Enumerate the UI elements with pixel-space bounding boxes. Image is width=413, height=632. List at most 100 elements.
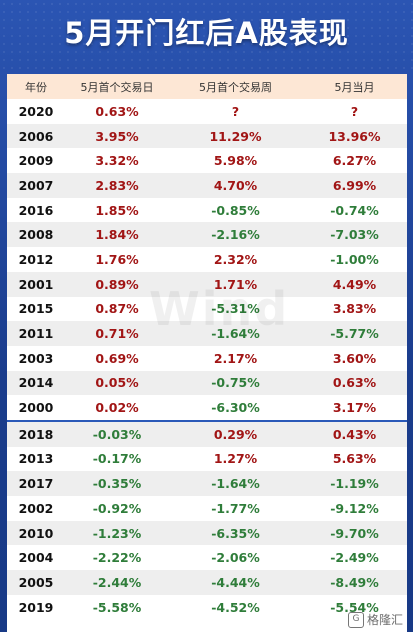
first-week-cell: -0.85%	[211, 202, 260, 218]
first-day-cell: 1.85%	[95, 202, 139, 218]
year-cell: 2008	[18, 227, 54, 243]
banner-pattern	[0, 0, 413, 75]
first-week-cell: 1.71%	[213, 276, 258, 292]
first-week-cell: 0.29%	[213, 426, 258, 442]
first-day-cell: -1.23%	[92, 525, 142, 541]
table-row: 2003 0.69% 2.17% 3.60%	[7, 345, 407, 371]
year-cell: 2017	[18, 476, 54, 492]
first-week-cell: -5.31%	[211, 301, 260, 317]
first-day-cell: 0.71%	[95, 326, 139, 342]
table-row: 2011 0.71% -1.64% -5.77%	[7, 321, 407, 346]
first-day-cell: 0.02%	[95, 400, 139, 416]
first-week-cell: -2.06%	[211, 550, 260, 566]
year-cell: 2001	[18, 276, 54, 292]
first-week-cell: -4.52%	[211, 599, 260, 615]
first-week-cell: -2.16%	[211, 227, 260, 243]
first-day-cell: 1.84%	[95, 227, 139, 243]
first-day-cell: 0.69%	[95, 350, 139, 366]
table-row: 2017 -0.35% -1.64% -1.19%	[7, 471, 407, 496]
month-cell: 0.43%	[332, 426, 377, 442]
table-row: 2016 1.85% -0.85% -0.74%	[7, 197, 407, 223]
first-week-cell: -1.64%	[211, 326, 260, 342]
first-week-cell: 1.27%	[213, 451, 258, 467]
month-cell: 0.63%	[332, 375, 377, 391]
year-cell: 2009	[18, 153, 54, 169]
header-year: 年份	[25, 80, 47, 94]
table-row: 2012 1.76% 2.32% -1.00%	[7, 247, 407, 272]
table-row: 2009 3.32% 5.98% 6.27%	[7, 148, 407, 174]
first-week-cell: 2.17%	[213, 350, 258, 366]
year-cell: 2014	[18, 375, 54, 391]
year-cell: 2011	[18, 326, 54, 342]
table-row: 2015 0.87% -5.31% 3.83%	[7, 296, 407, 322]
year-cell: 2005	[18, 574, 54, 590]
month-cell: 13.96%	[328, 128, 381, 144]
first-day-cell: -0.03%	[92, 426, 142, 442]
first-day-cell: 0.87%	[95, 301, 139, 317]
month-cell: -5.77%	[330, 326, 379, 342]
month-cell: 3.17%	[332, 400, 377, 416]
year-cell: 2006	[18, 128, 54, 144]
first-week-cell: 2.32%	[213, 251, 258, 267]
first-day-cell: 0.63%	[95, 103, 139, 119]
first-week-cell: ?	[231, 103, 240, 119]
first-day-cell: 0.05%	[95, 375, 139, 391]
month-cell: -7.03%	[330, 227, 379, 243]
first-week-cell: -6.30%	[211, 400, 260, 416]
table-row: 2019 -5.58% -4.52% -5.54%	[7, 594, 407, 620]
first-day-cell: 1.76%	[95, 251, 139, 267]
year-cell: 2019	[18, 599, 54, 615]
table-row: 2018 -0.03% 0.29% 0.43%	[7, 419, 407, 447]
year-cell: 2002	[18, 500, 54, 516]
table-row: 2004 -2.22% -2.06% -2.49%	[7, 545, 407, 571]
first-week-cell: -4.44%	[211, 574, 260, 590]
table-row: 2020 0.63%??	[7, 99, 407, 124]
header-month: 5月当月	[334, 80, 375, 94]
first-day-cell: 2.83%	[95, 177, 139, 193]
year-cell: 2018	[18, 426, 54, 442]
table-row: 2010 -1.23% -6.35% -9.70%	[7, 520, 407, 546]
first-week-cell: -6.35%	[211, 525, 260, 541]
first-day-cell: -0.35%	[92, 476, 142, 492]
first-week-cell: 5.98%	[213, 153, 258, 169]
first-week-cell: 4.70%	[213, 177, 258, 193]
first-day-cell: -2.22%	[92, 550, 142, 566]
table-row: 2006 3.95% 11.29% 13.96%	[7, 123, 407, 149]
month-cell: -8.49%	[330, 574, 379, 590]
table-body: 2020 0.63%?? 2006 3.95% 11.29% 13.96% 2009 3.32…	[7, 99, 407, 620]
year-cell: 2016	[18, 202, 54, 218]
year-cell: 2003	[18, 350, 54, 366]
first-day-cell: -5.58%	[92, 599, 142, 615]
table-row: 2005 -2.44% -4.44% -8.49%	[7, 570, 407, 595]
data-table: 年份 5月首个交易日 5月首个交易周 5月当月 2020 0.63%?? 2006 3…	[7, 74, 407, 632]
first-week-cell: 11.29%	[209, 128, 262, 144]
source-logo: G 格隆汇	[347, 611, 403, 628]
first-week-cell: -0.75%	[211, 375, 260, 391]
month-cell: -9.12%	[330, 500, 379, 516]
table-row: 2014 0.05% -0.75% 0.63%	[7, 370, 407, 396]
header-first-week: 5月首个交易周	[199, 80, 272, 94]
month-cell: 6.99%	[332, 177, 377, 193]
month-cell: -1.19%	[330, 476, 379, 492]
table-row: 2013 -0.17% 1.27% 5.63%	[7, 446, 407, 472]
table-row: 2001 0.89% 1.71% 4.49%	[7, 271, 407, 297]
month-cell: -9.70%	[330, 525, 379, 541]
table-header: 年份 5月首个交易日 5月首个交易周 5月当月	[7, 74, 407, 99]
logo-text: 格隆汇	[366, 613, 403, 627]
first-day-cell: 0.89%	[95, 276, 139, 292]
year-cell: 2010	[18, 525, 54, 541]
year-cell: 2015	[18, 301, 54, 317]
table-row: 2000 0.02% -6.30% 3.17%	[7, 395, 407, 420]
year-cell: 2020	[18, 103, 54, 119]
month-cell: -5.54%	[330, 599, 379, 615]
table-row: 2002 -0.92% -1.77% -9.12%	[7, 496, 407, 521]
first-week-cell: -1.77%	[211, 500, 260, 516]
logo-icon: G	[347, 611, 364, 628]
year-cell: 2012	[18, 251, 54, 267]
first-week-cell: -1.64%	[211, 476, 260, 492]
month-cell: -0.74%	[330, 202, 379, 218]
year-cell: 2007	[18, 177, 54, 193]
page-title: 5月开门红后A股表现	[64, 16, 349, 50]
first-day-cell: 3.95%	[95, 128, 139, 144]
table-row: 2007 2.83% 4.70% 6.99%	[7, 173, 407, 198]
